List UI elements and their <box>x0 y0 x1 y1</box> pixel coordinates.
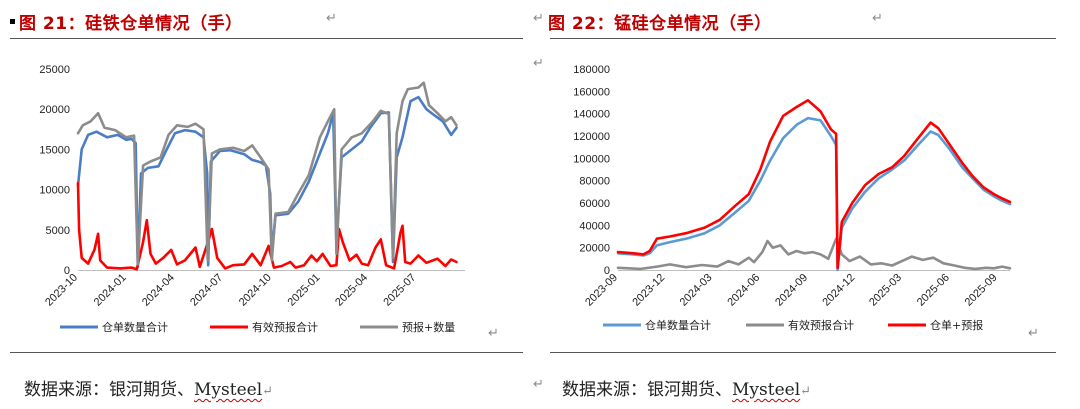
legend-label: 有效预报合计 <box>252 320 318 334</box>
y-tick-label: 5000 <box>46 225 70 237</box>
x-tick-label: 2025-01 <box>286 272 323 309</box>
paragraph-mark-icon: ↵ <box>1028 326 1039 341</box>
series-line <box>76 81 458 266</box>
divider-line <box>10 352 523 353</box>
y-tick-label: 20000 <box>579 243 610 255</box>
y-tick-label: 60000 <box>579 198 610 210</box>
source-note: 数据来源：银河期货、Mysteel↵ <box>24 380 274 400</box>
x-tick-label: 2024-06 <box>725 272 762 309</box>
legend-label: 预报+数量 <box>402 320 455 334</box>
series-line <box>616 99 1012 270</box>
x-tick-label: 2025-03 <box>867 272 904 309</box>
paragraph-mark-icon: ↵ <box>872 11 883 26</box>
x-tick-label: 2025-09 <box>963 272 1000 309</box>
x-tick-label: 2024-03 <box>678 272 715 309</box>
divider-line <box>550 352 1056 353</box>
y-tick-label: 10000 <box>39 185 70 197</box>
chart-panel-manganese-silicon: 图 22：锰硅仓单情况（手） ↵ 0 20000 40000 60000 80000 10… <box>548 0 1068 409</box>
y-tick-label: 140000 <box>573 109 610 121</box>
x-tick-label: 2023-09 <box>583 272 620 309</box>
y-tick-label: 40000 <box>579 220 610 232</box>
x-tick-label: 2023-10 <box>43 272 80 309</box>
x-tick-label: 2024-04 <box>140 272 177 309</box>
divider-line <box>550 38 1056 39</box>
y-tick-label: 120000 <box>573 131 610 143</box>
y-tick-label: 0 <box>604 265 610 277</box>
y-tick-label: 100000 <box>573 153 610 165</box>
y-tick-label: 160000 <box>573 86 610 98</box>
x-tick-label: 2024-09 <box>773 272 810 309</box>
x-tick-label: 2023-12 <box>630 272 667 309</box>
y-tick-label: 20000 <box>39 104 70 116</box>
source-note: 数据来源：银河期货、Mysteel↵ <box>562 380 812 400</box>
y-tick-label: 15000 <box>39 144 70 156</box>
y-tick-label: 0 <box>64 265 70 277</box>
x-tick-label: 2025-06 <box>915 272 952 309</box>
x-tick-label: 2025-04 <box>333 272 370 309</box>
paragraph-mark-icon: ↵ <box>533 11 544 26</box>
line-chart: 0 5000 10000 15000 20000 25000 2023-10 2024-01 2… <box>39 64 465 334</box>
chart-panel-silicon-iron: 图 21：硅铁仓单情况（手） ↵ 0 5000 10000 15000 20000 250… <box>10 0 530 409</box>
series-line <box>616 116 1012 272</box>
paragraph-mark-icon: ↵ <box>533 377 544 392</box>
paragraph-mark-icon: ↵ <box>533 56 544 71</box>
legend-label: 有效预报合计 <box>788 318 854 332</box>
x-tick-label: 2024-07 <box>188 272 225 309</box>
line-chart: 0 20000 40000 60000 80000 100000 120000 140000 1… <box>573 64 1012 332</box>
bullet-square-icon <box>10 18 15 24</box>
figure-title: 图 22：锰硅仓单情况（手） <box>548 14 772 34</box>
y-tick-label: 25000 <box>39 64 70 76</box>
x-tick-label: 2024-01 <box>92 272 129 309</box>
series-line <box>616 237 1012 271</box>
legend-label: 仓单+预报 <box>930 318 983 332</box>
legend-label: 仓单数量合计 <box>645 318 711 332</box>
figure-title: 图 21：硅铁仓单情况（手） <box>10 9 243 34</box>
paragraph-mark-icon: ↵ <box>488 326 499 341</box>
paragraph-mark-icon: ↵ <box>326 11 337 26</box>
x-tick-label: 2024-10 <box>237 272 274 309</box>
legend-label: 仓单数量合计 <box>102 320 168 334</box>
divider-line <box>10 38 523 39</box>
y-tick-label: 180000 <box>573 64 610 76</box>
x-tick-label: 2024-12 <box>820 272 857 309</box>
y-tick-label: 80000 <box>579 176 610 188</box>
x-tick-label: 2025-07 <box>381 272 418 309</box>
